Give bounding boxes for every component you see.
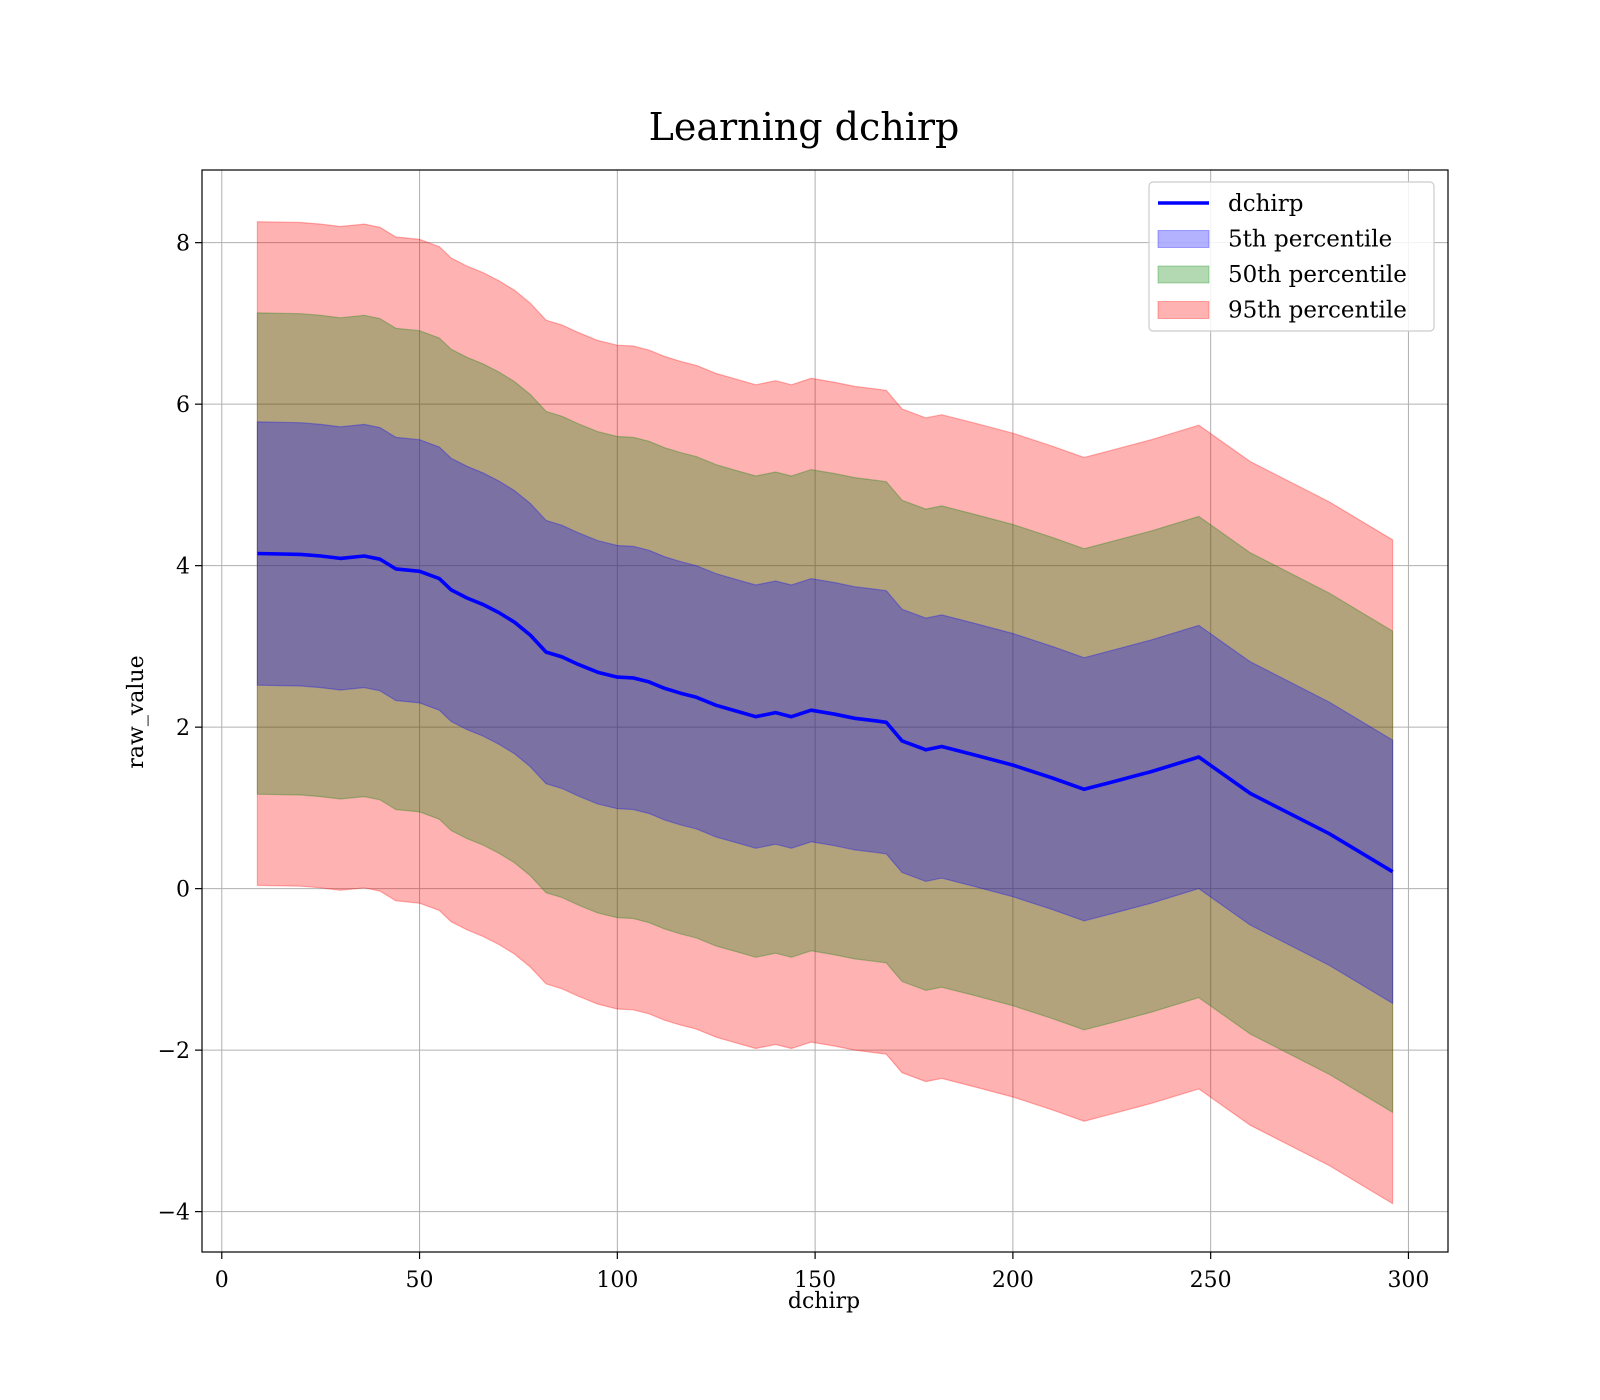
y-tick-label: −4 xyxy=(158,1201,190,1226)
legend-patch-swatch xyxy=(1157,230,1210,248)
x-tick-label: 200 xyxy=(992,1268,1034,1293)
y-tick-label: 6 xyxy=(176,393,190,418)
x-tick-label: 100 xyxy=(596,1268,638,1293)
legend-patch-swatch xyxy=(1157,301,1210,319)
x-tick-label: 250 xyxy=(1190,1268,1232,1293)
y-tick-label: 2 xyxy=(176,716,190,741)
x-tick-label: 50 xyxy=(406,1268,434,1293)
axis-ticks: 0 50 100 150 200 250 300 −4 −2 0 2 4 6 8 xyxy=(158,232,1430,1293)
legend-patch-swatch xyxy=(1157,265,1210,284)
y-axis-label: raw_value xyxy=(124,655,149,768)
chart-title: Learning dchirp xyxy=(649,105,960,149)
legend-label: 50th percentile xyxy=(1228,262,1407,288)
plot-frame xyxy=(201,169,1449,1253)
x-tick-label: 0 xyxy=(215,1268,229,1293)
y-tick-label: 4 xyxy=(176,555,190,580)
x-tick-label: 300 xyxy=(1387,1268,1429,1293)
legend-box xyxy=(1148,181,1435,332)
legend-label: dchirp xyxy=(1228,191,1304,217)
y-tick-label: 8 xyxy=(176,232,190,257)
x-axis-label: dchirp xyxy=(788,1289,860,1314)
y-tick-label: 0 xyxy=(176,878,190,903)
legend: dchirp 5th percentile 50th percentile 95th … xyxy=(1148,181,1435,332)
series-line-dchirp xyxy=(257,551,1394,874)
legend-label: 95th percentile xyxy=(1228,298,1407,324)
legend-label: 5th percentile xyxy=(1228,227,1392,253)
y-tick-label: −2 xyxy=(158,1039,190,1064)
x-tick-label: 150 xyxy=(794,1268,836,1293)
series-lines xyxy=(257,551,1394,874)
